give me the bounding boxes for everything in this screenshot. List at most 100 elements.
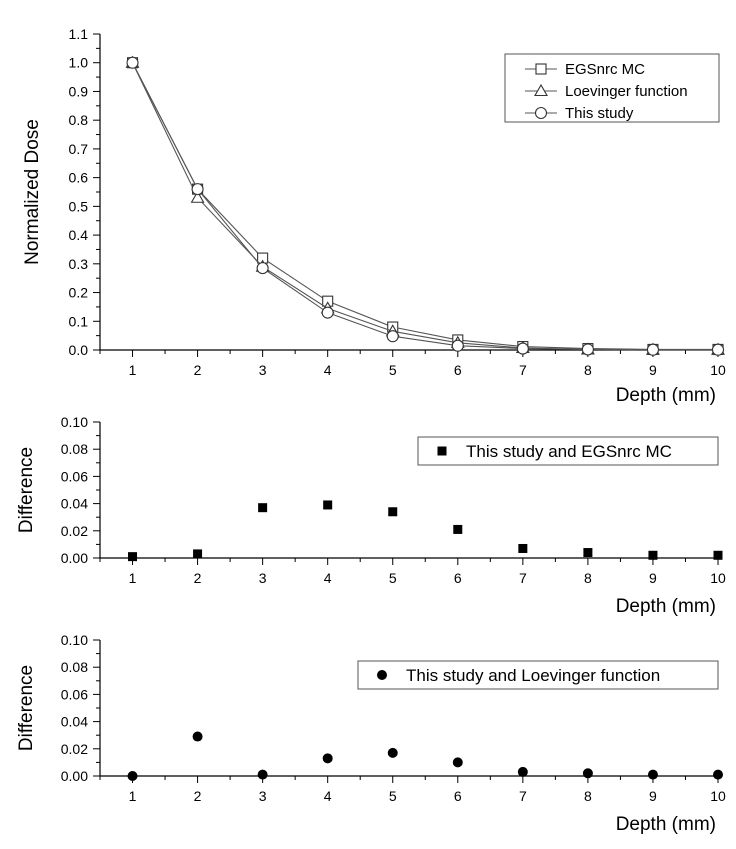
data-point (128, 552, 138, 562)
y-axis-title: Difference (16, 665, 37, 751)
x-tick-label: 3 (259, 788, 267, 804)
legend-marker (377, 670, 387, 680)
data-point (191, 183, 204, 196)
y-tick-label: 0.02 (61, 523, 88, 539)
x-axis-title: Depth (mm) (616, 596, 716, 617)
data-point (386, 330, 399, 343)
x-tick-label: 7 (519, 362, 527, 378)
x-tick-label: 4 (324, 362, 332, 378)
x-tick-label: 9 (649, 362, 657, 378)
legend-label: This study (565, 105, 634, 122)
data-point (647, 769, 658, 780)
y-tick-label: 0.00 (61, 768, 88, 784)
y-tick-label: 0.1 (69, 313, 89, 329)
y-tick-label: 1.1 (69, 26, 89, 42)
x-tick-label: 2 (194, 570, 202, 586)
y-tick-label: 0.02 (61, 741, 88, 757)
data-point (583, 548, 593, 558)
y-tick-label: 0.8 (69, 112, 89, 128)
legend-marker (534, 83, 548, 97)
series-line (132, 62, 718, 351)
x-tick-label: 1 (129, 570, 137, 586)
data-point (648, 550, 658, 560)
data-point (388, 507, 398, 517)
x-axis-title: Depth (mm) (616, 814, 716, 835)
x-tick-label: 9 (649, 788, 657, 804)
y-axis-title: Normalized Dose (22, 119, 43, 265)
difference-egsnrc-panel: 1 2 3 4 5 6 7 8 9 10 0.00 0.02 0.04 0.06 0.08 0.10 Depth… (16, 414, 726, 617)
data-point (713, 550, 723, 560)
data-point (323, 500, 333, 510)
x-tick-label: 4 (324, 788, 332, 804)
legend: This study and EGSnrc MC (417, 436, 719, 466)
data-point (193, 549, 203, 559)
data-point (192, 731, 203, 742)
y-tick-label: 0.10 (61, 414, 88, 430)
y-tick-label: 0.04 (61, 496, 88, 512)
y-tick-label: 0.00 (61, 550, 88, 566)
y-tick-label: 0.5 (69, 198, 89, 214)
y-tick-label: 0.2 (69, 285, 89, 301)
x-tick-label: 1 (129, 362, 137, 378)
data-point (126, 56, 139, 69)
x-tick-label: 1 (129, 788, 137, 804)
data-point (258, 503, 268, 513)
data-point (452, 757, 463, 768)
series-this-study-and-egsnrc-mc (128, 500, 723, 562)
dose-panel: 1 2 3 4 5 6 7 8 9 10 0.0 0.1 0.2 0.3 0.4 0.5 0.6 0.7 0.8 0.… (22, 26, 726, 406)
y-tick-label: 0.0 (69, 342, 89, 358)
x-tick-label: 6 (454, 362, 462, 378)
x-tick-label: 2 (194, 788, 202, 804)
y-tick-label: 0.08 (61, 441, 88, 457)
y-tick-label: 0.06 (61, 468, 88, 484)
data-point (711, 343, 725, 356)
legend-marker (534, 106, 548, 120)
y-tick-label: 0.6 (69, 170, 89, 186)
data-point (321, 306, 334, 319)
legend: EGSnrc MC Loevinger function This study (504, 53, 720, 123)
legend-marker (437, 446, 447, 456)
data-point (453, 524, 463, 534)
y-tick-label: 0.08 (61, 659, 88, 675)
x-tick-label: 5 (389, 788, 397, 804)
data-point (257, 769, 268, 780)
x-tick-label: 8 (584, 788, 592, 804)
x-tick-label: 8 (584, 362, 592, 378)
legend: This study and Loevinger function (357, 660, 719, 690)
x-tick-label: 10 (710, 362, 726, 378)
y-tick-label: 1.0 (69, 55, 89, 71)
y-tick-label: 0.3 (69, 256, 89, 272)
legend-label: EGSnrc MC (565, 61, 645, 78)
difference-loevinger-panel: 1 2 3 4 5 6 7 8 9 10 0.00 0.02 0.04 0.06 0.08 0.10 Depth… (16, 632, 726, 835)
series-this-study (126, 56, 725, 356)
legend-box (417, 436, 719, 466)
legend-label: This study and EGSnrc MC (466, 442, 672, 461)
x-tick-label: 2 (194, 362, 202, 378)
legend-box (357, 660, 719, 690)
x-tick-label: 4 (324, 570, 332, 586)
x-tick-label: 10 (710, 570, 726, 586)
data-point (581, 343, 594, 356)
x-tick-label: 9 (649, 570, 657, 586)
y-tick-label: 0.9 (69, 83, 89, 99)
y-tick-label: 0.7 (69, 141, 89, 157)
y-tick-label: 0.10 (61, 632, 88, 648)
series-line (132, 62, 718, 350)
data-point (256, 262, 269, 275)
data-point (127, 771, 138, 781)
y-tick-label: 0.06 (61, 686, 88, 702)
x-tick-label: 5 (389, 362, 397, 378)
data-point (322, 753, 333, 764)
x-tick-label: 5 (389, 570, 397, 586)
x-tick-label: 6 (454, 788, 462, 804)
data-point (451, 339, 464, 352)
y-axis-title: Difference (16, 447, 37, 533)
legend-label: This study and Loevinger function (406, 666, 660, 685)
x-tick-label: 3 (259, 362, 267, 378)
x-tick-label: 10 (710, 788, 726, 804)
data-point (582, 768, 593, 779)
x-axis-title: Depth (mm) (616, 385, 716, 406)
x-tick-label: 8 (584, 570, 592, 586)
legend-label: Loevinger function (565, 83, 688, 100)
